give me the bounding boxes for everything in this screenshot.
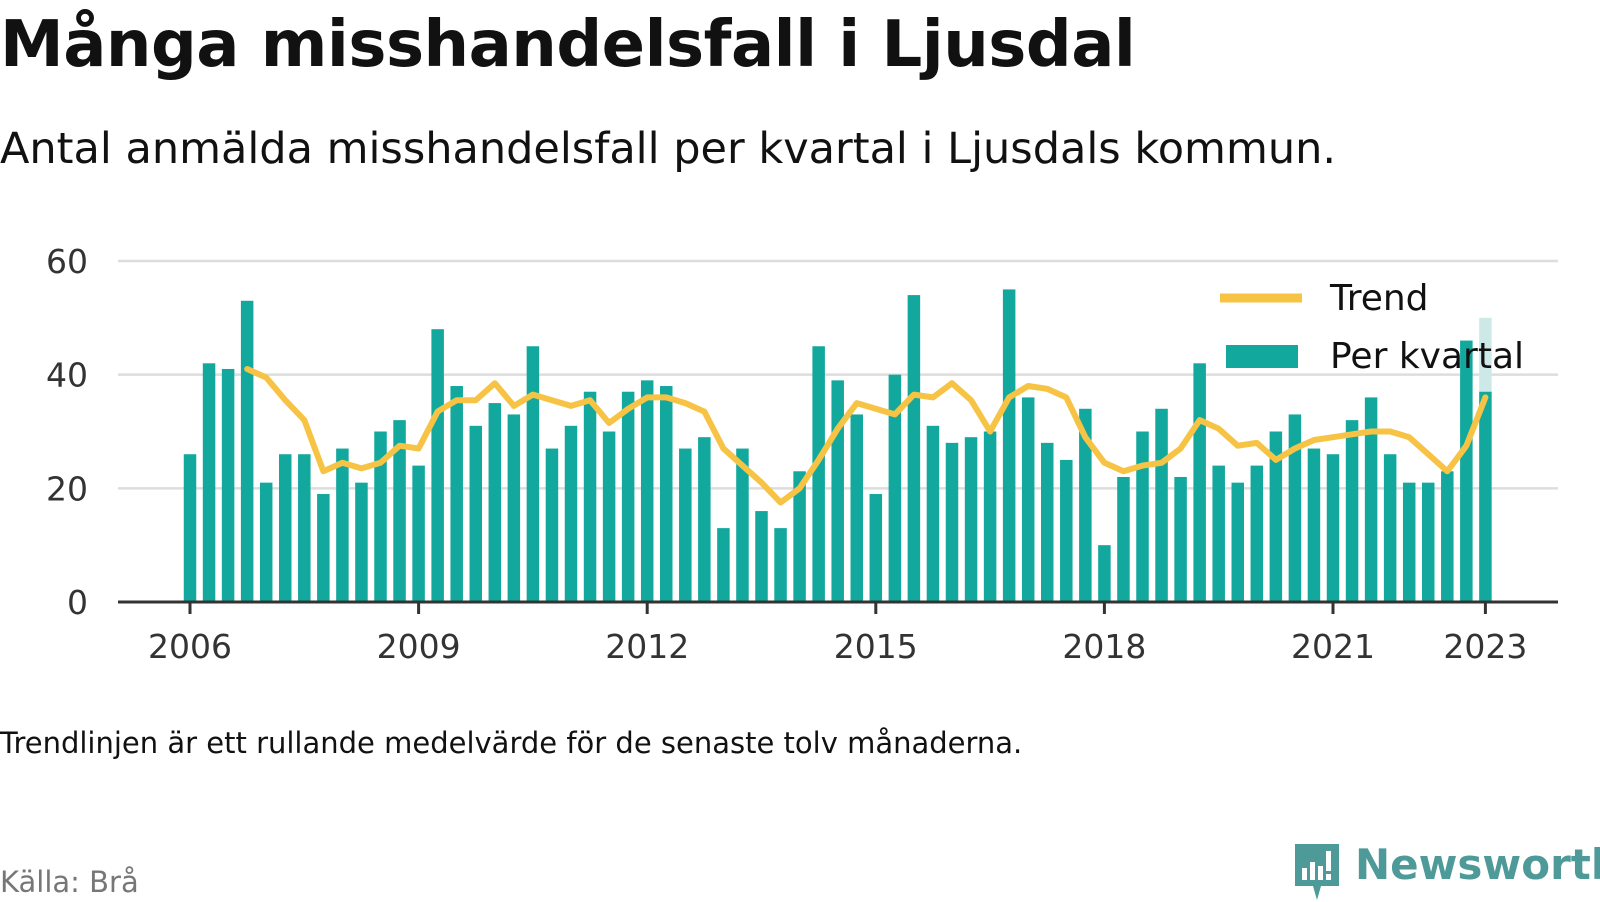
bar [1155,408,1168,602]
bar [1193,363,1206,602]
legend: Trend Per kvartal [1220,278,1524,377]
bar [1307,448,1321,602]
bar [1441,471,1454,602]
bar [393,420,406,602]
legend-trend-label: Trend [1329,278,1429,319]
bar [279,454,292,602]
source-label: Källa: Brå [0,865,139,899]
bar [488,403,502,602]
bar [336,448,349,602]
bar [1231,482,1244,602]
bar [317,494,330,602]
x-tick-label: 2009 [377,627,461,666]
bar [1098,545,1111,602]
chart-title: Många misshandelsfall i Ljusdal [0,8,1136,82]
bar [1021,397,1035,602]
bar [1212,465,1225,602]
bar [374,431,387,602]
bar [431,329,444,602]
bar [545,448,559,602]
bar [964,437,978,602]
bar [507,414,521,602]
bar [450,386,463,602]
bar [736,448,749,602]
bar [755,511,768,602]
bar [1422,482,1435,602]
bar-preliminary [1479,317,1492,392]
bar [1250,465,1264,602]
newsworthy-logo-icon [1295,844,1339,900]
x-tick-label: 2021 [1291,627,1375,666]
y-tick-label: 0 [67,583,88,622]
bar [907,295,921,602]
x-tick-label: 2023 [1443,627,1527,666]
bar [1288,414,1302,602]
bar [202,363,216,602]
axes: 0 20 40 60 2006 2009 2012 2015 2018 2021 2023 [46,242,1558,666]
brand-name: Newsworthy [1355,840,1600,889]
bars [183,289,1492,602]
bar [298,454,311,602]
bar [774,528,787,602]
y-tick-label: 20 [46,469,88,508]
x-tick-label: 2012 [605,627,689,666]
bar [355,482,368,602]
trend-layer [244,366,1489,506]
brand-logo: Newsworthy [1291,842,1600,902]
bar [583,391,597,602]
bar [1117,476,1130,602]
bar [812,346,825,602]
bar [1460,340,1473,602]
bar [1174,476,1187,602]
bar [1136,431,1149,602]
y-tick-label: 40 [46,356,88,395]
y-tick-label: 60 [46,242,88,281]
bar [717,528,730,602]
bar [1041,442,1054,602]
bar [1269,431,1283,602]
bar [1402,482,1416,602]
bar [1479,391,1492,602]
bar [1345,420,1359,602]
bar [1002,289,1016,602]
bar [679,448,692,602]
bar [221,368,235,602]
bar [793,471,806,602]
x-tick-label: 2015 [834,627,918,666]
bar [1079,408,1092,602]
bar [1364,397,1378,602]
chart-subtitle: Antal anmälda misshandelsfall per kvarta… [0,124,1337,174]
bar [698,437,711,602]
bar [564,425,578,602]
bar [869,494,883,602]
bar [1060,459,1073,602]
bar [831,380,844,602]
bar [183,454,197,602]
bar [259,482,273,602]
bar [850,414,863,602]
bar [469,425,482,602]
bar [926,425,940,602]
legend-bar-swatch [1226,345,1298,368]
bar [412,465,425,602]
trend-line [244,366,1489,506]
bar [602,431,616,602]
bar [660,386,673,602]
x-tick-label: 2006 [148,627,232,666]
bar [1383,454,1397,602]
bar [983,431,997,602]
legend-bar-label: Per kvartal [1330,336,1524,377]
footnote: Trendlinjen är ett rullande medelvärde f… [0,726,1023,760]
bar [945,442,959,602]
bar [240,300,254,602]
bar [640,380,654,602]
bar [888,374,902,602]
bar [1326,454,1340,602]
bar [526,346,540,602]
x-tick-label: 2018 [1062,627,1146,666]
bar [621,391,635,602]
